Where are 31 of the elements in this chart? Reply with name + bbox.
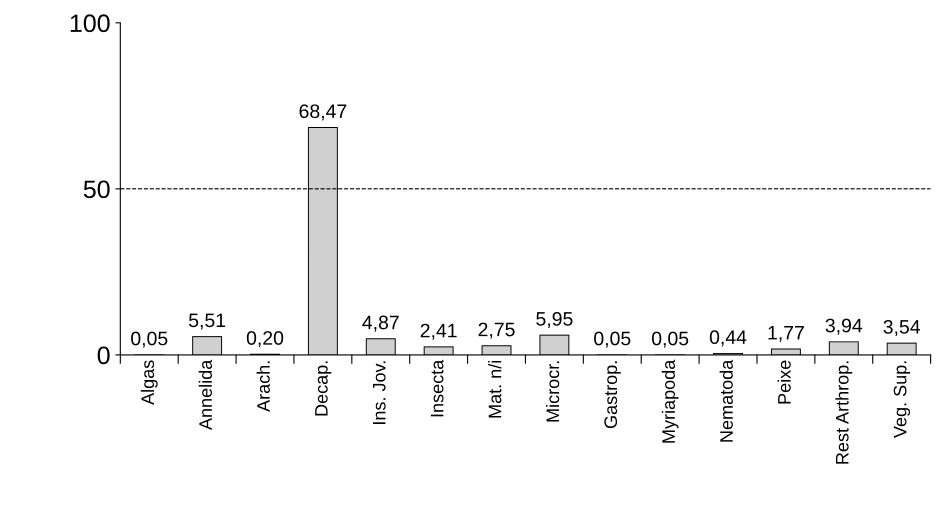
y-tick-label: 0 bbox=[98, 346, 110, 364]
x-tick-label: Nematoda bbox=[720, 360, 733, 442]
data-label: 2,41 bbox=[420, 324, 457, 340]
data-label: 0,44 bbox=[710, 330, 746, 346]
data-label: 0,05 bbox=[131, 332, 168, 348]
data-label: 4,87 bbox=[362, 316, 399, 332]
y-tick-label: 100 bbox=[70, 14, 110, 32]
y-tick-label: 50 bbox=[84, 180, 110, 198]
x-tick-label: Annelida bbox=[198, 360, 212, 430]
data-label: 5,95 bbox=[536, 312, 573, 328]
x-tick-label: Mat. n/i bbox=[488, 360, 502, 418]
data-label: 5,51 bbox=[188, 314, 226, 330]
x-tick-label: Myriapoda bbox=[662, 360, 679, 443]
x-tick-label: Ins. Jov. bbox=[373, 361, 386, 424]
x-tick-label: Peixe bbox=[777, 360, 791, 404]
x-tick-label: Gastrop. bbox=[604, 361, 621, 428]
data-label: 68,47 bbox=[300, 104, 346, 120]
data-label: 0,20 bbox=[246, 331, 284, 348]
x-tick-label: Veg. Sup. bbox=[894, 361, 910, 438]
x-tick-label: Algas bbox=[140, 360, 158, 405]
data-label: 2,75 bbox=[478, 322, 515, 339]
data-label: 3,54 bbox=[883, 320, 920, 336]
x-tick-label: Arach. bbox=[256, 361, 270, 412]
x-tick-label: Decap. bbox=[315, 361, 332, 416]
x-tick-label: Rest Arthrop. bbox=[835, 361, 852, 464]
x-tick-label: Microcr. bbox=[546, 361, 560, 422]
data-label: 0,05 bbox=[594, 332, 630, 348]
data-label: 3,94 bbox=[826, 318, 862, 335]
data-label: 0,05 bbox=[652, 332, 688, 348]
x-tick-label: Insecta bbox=[430, 360, 444, 416]
data-label: 1,77 bbox=[768, 326, 804, 342]
